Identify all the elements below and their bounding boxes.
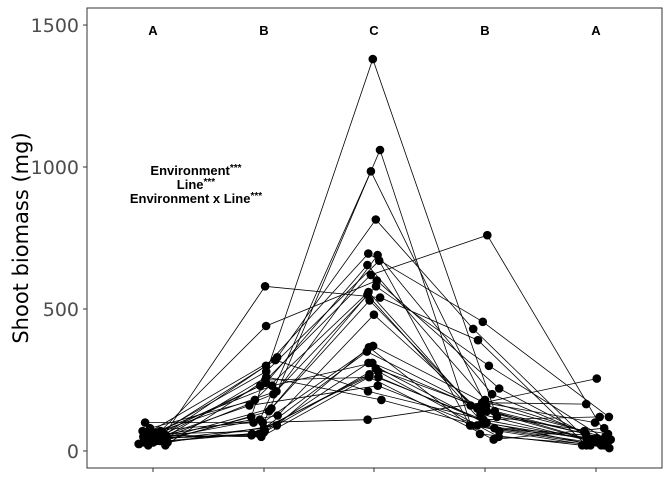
data-point — [493, 413, 502, 422]
data-point — [257, 433, 266, 442]
data-point — [363, 415, 372, 424]
group-letter: B — [259, 23, 268, 38]
data-point — [473, 421, 482, 430]
y-tick-label: 1500 — [31, 15, 79, 37]
data-point — [141, 418, 150, 427]
data-point — [365, 296, 374, 305]
data-point — [245, 401, 254, 410]
data-point — [605, 413, 614, 422]
plot-panel — [87, 8, 662, 468]
data-point — [377, 396, 386, 405]
data-point — [271, 356, 280, 365]
data-point — [485, 362, 494, 371]
annotation-line: Environment*** — [150, 163, 241, 178]
data-point — [372, 282, 381, 291]
data-point — [261, 376, 270, 385]
data-point — [365, 373, 374, 382]
data-point — [373, 251, 382, 260]
data-point — [374, 373, 383, 382]
data-point — [372, 215, 381, 224]
data-point — [262, 322, 271, 331]
data-point — [376, 293, 385, 302]
data-point — [593, 374, 602, 383]
group-letter: B — [480, 23, 489, 38]
data-point — [247, 431, 256, 440]
data-point — [265, 407, 274, 416]
data-point — [606, 435, 615, 444]
data-point — [367, 271, 376, 280]
data-point — [586, 441, 595, 450]
data-point — [369, 55, 378, 64]
data-point — [249, 418, 258, 427]
data-point — [582, 400, 591, 409]
data-point — [364, 387, 373, 396]
data-point — [273, 421, 282, 430]
data-point — [495, 384, 504, 393]
data-point — [600, 424, 609, 433]
data-point — [269, 390, 278, 399]
data-point — [268, 381, 277, 390]
data-point — [363, 261, 372, 270]
data-point — [495, 427, 504, 436]
data-point — [483, 231, 492, 240]
data-point — [144, 437, 153, 446]
data-point — [469, 325, 478, 334]
data-point — [580, 427, 589, 436]
data-point — [368, 359, 377, 368]
y-tick-label: 500 — [43, 299, 79, 321]
data-point — [478, 398, 487, 407]
data-point — [596, 440, 605, 449]
data-point — [578, 441, 587, 450]
data-point — [374, 381, 383, 390]
data-point — [595, 413, 604, 422]
data-point — [273, 411, 282, 420]
data-point — [489, 435, 498, 444]
data-point — [482, 418, 491, 427]
data-point — [367, 167, 376, 176]
y-tick-label: 0 — [67, 441, 79, 463]
group-letter: A — [148, 23, 158, 38]
data-point — [370, 310, 379, 319]
y-tick-label: 1000 — [31, 157, 79, 179]
data-point — [376, 146, 385, 155]
data-point — [261, 282, 270, 291]
data-point — [483, 407, 492, 416]
x-axis — [153, 468, 596, 472]
data-point — [363, 347, 372, 356]
y-axis: 0 500 1000 1500 — [31, 15, 87, 463]
data-point — [605, 444, 614, 453]
group-letter: C — [369, 23, 379, 38]
y-axis-title: Shoot biomass (mg) — [9, 132, 33, 343]
data-point — [479, 318, 488, 327]
data-point — [474, 336, 483, 345]
data-point — [488, 390, 497, 399]
data-point — [161, 441, 170, 450]
annotation-line: Environment x Line*** — [130, 191, 262, 206]
group-letter: A — [591, 23, 601, 38]
data-point — [476, 430, 485, 439]
data-point — [364, 249, 373, 258]
